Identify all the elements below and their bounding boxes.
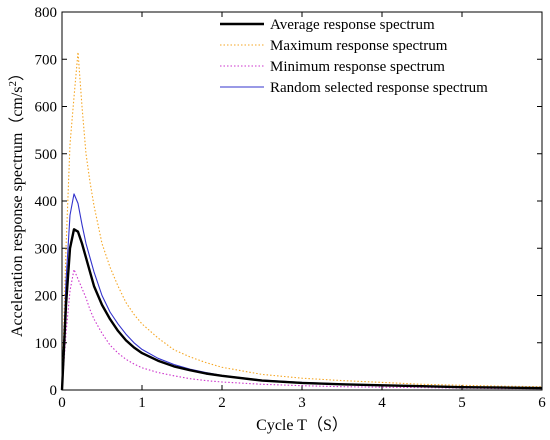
y-tick-label: 700 <box>35 52 58 68</box>
x-tick-label: 3 <box>298 395 306 411</box>
legend-label-2: Maximum response spectrum <box>270 38 448 54</box>
x-tick-label: 6 <box>538 395 546 411</box>
y-axis-label-superscript: 2 <box>7 81 19 87</box>
series-line-3 <box>61 268 542 391</box>
y-tick-label: 200 <box>35 289 58 305</box>
y-axis-label: Acceleration response spectrum（cm/s2） <box>7 65 26 337</box>
y-tick-label: 400 <box>35 194 58 210</box>
legend-label-3: Minimum response spectrum <box>270 59 445 75</box>
y-tick-label: 800 <box>35 5 58 21</box>
legend-label-4: Random selected response spectrum <box>270 80 488 96</box>
y-tick-label: 500 <box>35 147 58 163</box>
x-tick-labels: 0 1 2 3 4 5 6 <box>58 395 546 411</box>
y-axis-label-close: ） <box>8 65 26 81</box>
y-tick-label: 600 <box>35 100 58 116</box>
y-tick-label: 100 <box>35 336 58 352</box>
x-tick-label: 5 <box>458 395 466 411</box>
series-line-1 <box>60 228 543 391</box>
x-axis-label: Cycle T（S） <box>256 416 348 434</box>
legend-label-1: Average response spectrum <box>270 17 435 33</box>
y-tick-labels: 0 100 200 300 400 500 600 700 800 <box>35 5 58 399</box>
series-line-2 <box>61 51 543 391</box>
legend: Average response spectrum Maximum respons… <box>220 17 488 96</box>
y-tick-label: 300 <box>35 241 58 257</box>
x-tick-label: 4 <box>378 395 386 411</box>
x-tick-label: 0 <box>58 395 66 411</box>
x-tick-label: 2 <box>218 395 226 411</box>
x-tick-label: 1 <box>138 395 146 411</box>
y-tick-label: 0 <box>50 383 58 399</box>
y-axis-label-main: Acceleration response spectrum（cm/s <box>8 86 26 337</box>
series-line-4 <box>61 193 543 391</box>
series-lines <box>60 51 543 391</box>
